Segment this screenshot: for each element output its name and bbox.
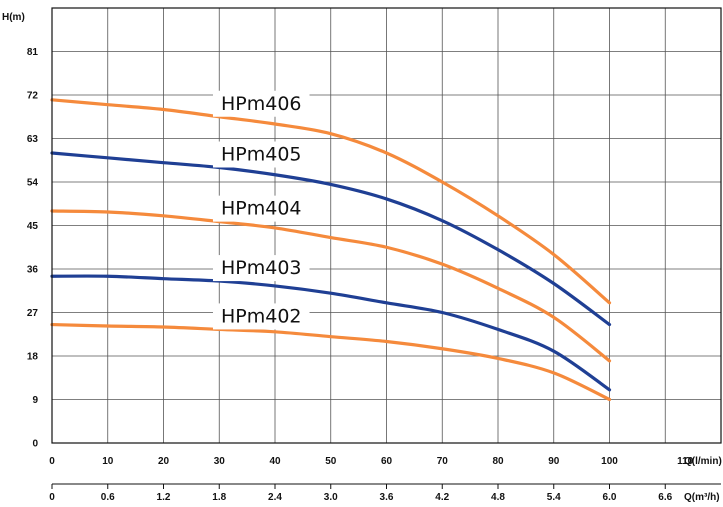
series-label-background — [212, 90, 310, 117]
series-label-background — [212, 255, 310, 282]
x-tick-label-secondary: 1.2 — [157, 492, 171, 503]
curves — [50, 98, 612, 402]
x-tick-label-primary: 30 — [214, 456, 226, 467]
x-tick-label-secondary: 1.8 — [212, 492, 226, 503]
x-tick-label-primary: 100 — [601, 456, 618, 467]
series-line-hpm406 — [50, 98, 612, 305]
x-tick-label-secondary: 3.0 — [324, 492, 338, 503]
curve-labels: HPm406 HPm405 HPm404 HPm403 HPm402 — [212, 90, 310, 330]
x-tick-label-primary: 80 — [492, 456, 504, 467]
series-line-hpm404 — [50, 209, 612, 363]
y-tick-label: 27 — [27, 308, 39, 319]
y-tick-label: 63 — [27, 134, 39, 145]
x-tick-label-primary: 60 — [381, 456, 393, 467]
y-tick-label: 45 — [27, 221, 39, 232]
x-tick-label-primary: 10 — [102, 456, 114, 467]
x-tick-label-secondary: 4.8 — [491, 492, 505, 503]
x-tick-label-secondary: 6.6 — [658, 492, 672, 503]
series-label-background — [212, 195, 310, 222]
x-tick-label-primary: 0 — [49, 456, 55, 467]
y-tick-label: 36 — [27, 265, 39, 276]
y-tick-label: 81 — [27, 47, 39, 58]
x-tick-label-primary: 40 — [269, 456, 281, 467]
x-axis-title-secondary: Q(m³/h) — [684, 492, 720, 503]
y-tick-label: 18 — [27, 352, 39, 363]
series-label-hpm402: HPm402 — [221, 305, 302, 327]
x-tick-label-secondary: 6.0 — [603, 492, 617, 503]
series-label-background — [212, 141, 310, 168]
x-tick-label-secondary: 5.4 — [547, 492, 561, 503]
x-axis-title-primary: Q(l/min) — [684, 456, 722, 467]
y-axis-title: H(m) — [2, 12, 25, 23]
series-label-hpm403: HPm403 — [221, 257, 302, 279]
x-tick-label-primary: 50 — [325, 456, 337, 467]
series-line-hpm402 — [50, 322, 612, 402]
series-label-hpm405: HPm405 — [221, 144, 302, 166]
x-tick-label-primary: 20 — [158, 456, 170, 467]
x-tick-label-secondary: 2.4 — [268, 492, 282, 503]
plot-frame — [51, 7, 722, 444]
x-tick-label-secondary: 0.6 — [101, 492, 115, 503]
x-tick-label-secondary: 3.6 — [380, 492, 394, 503]
series-line-hpm405 — [50, 151, 612, 327]
x-tick-label-primary: 90 — [548, 456, 560, 467]
y-tick-label: 54 — [27, 178, 39, 189]
series-label-background — [212, 303, 310, 330]
x-tick-label-primary: 70 — [437, 456, 449, 467]
y-tick-label: 9 — [32, 395, 38, 406]
x-tick-label-secondary: 0 — [49, 492, 55, 503]
x-tick-label-secondary: 4.2 — [435, 492, 449, 503]
series-label-hpm404: HPm404 — [221, 198, 302, 220]
series-label-hpm406: HPm406 — [221, 93, 302, 115]
series-line-hpm403 — [50, 274, 612, 392]
grid — [52, 8, 722, 443]
y-tick-label: 72 — [27, 91, 39, 102]
y-tick-label: 0 — [32, 439, 38, 450]
x-tick-label-primary: 110 — [677, 456, 694, 467]
